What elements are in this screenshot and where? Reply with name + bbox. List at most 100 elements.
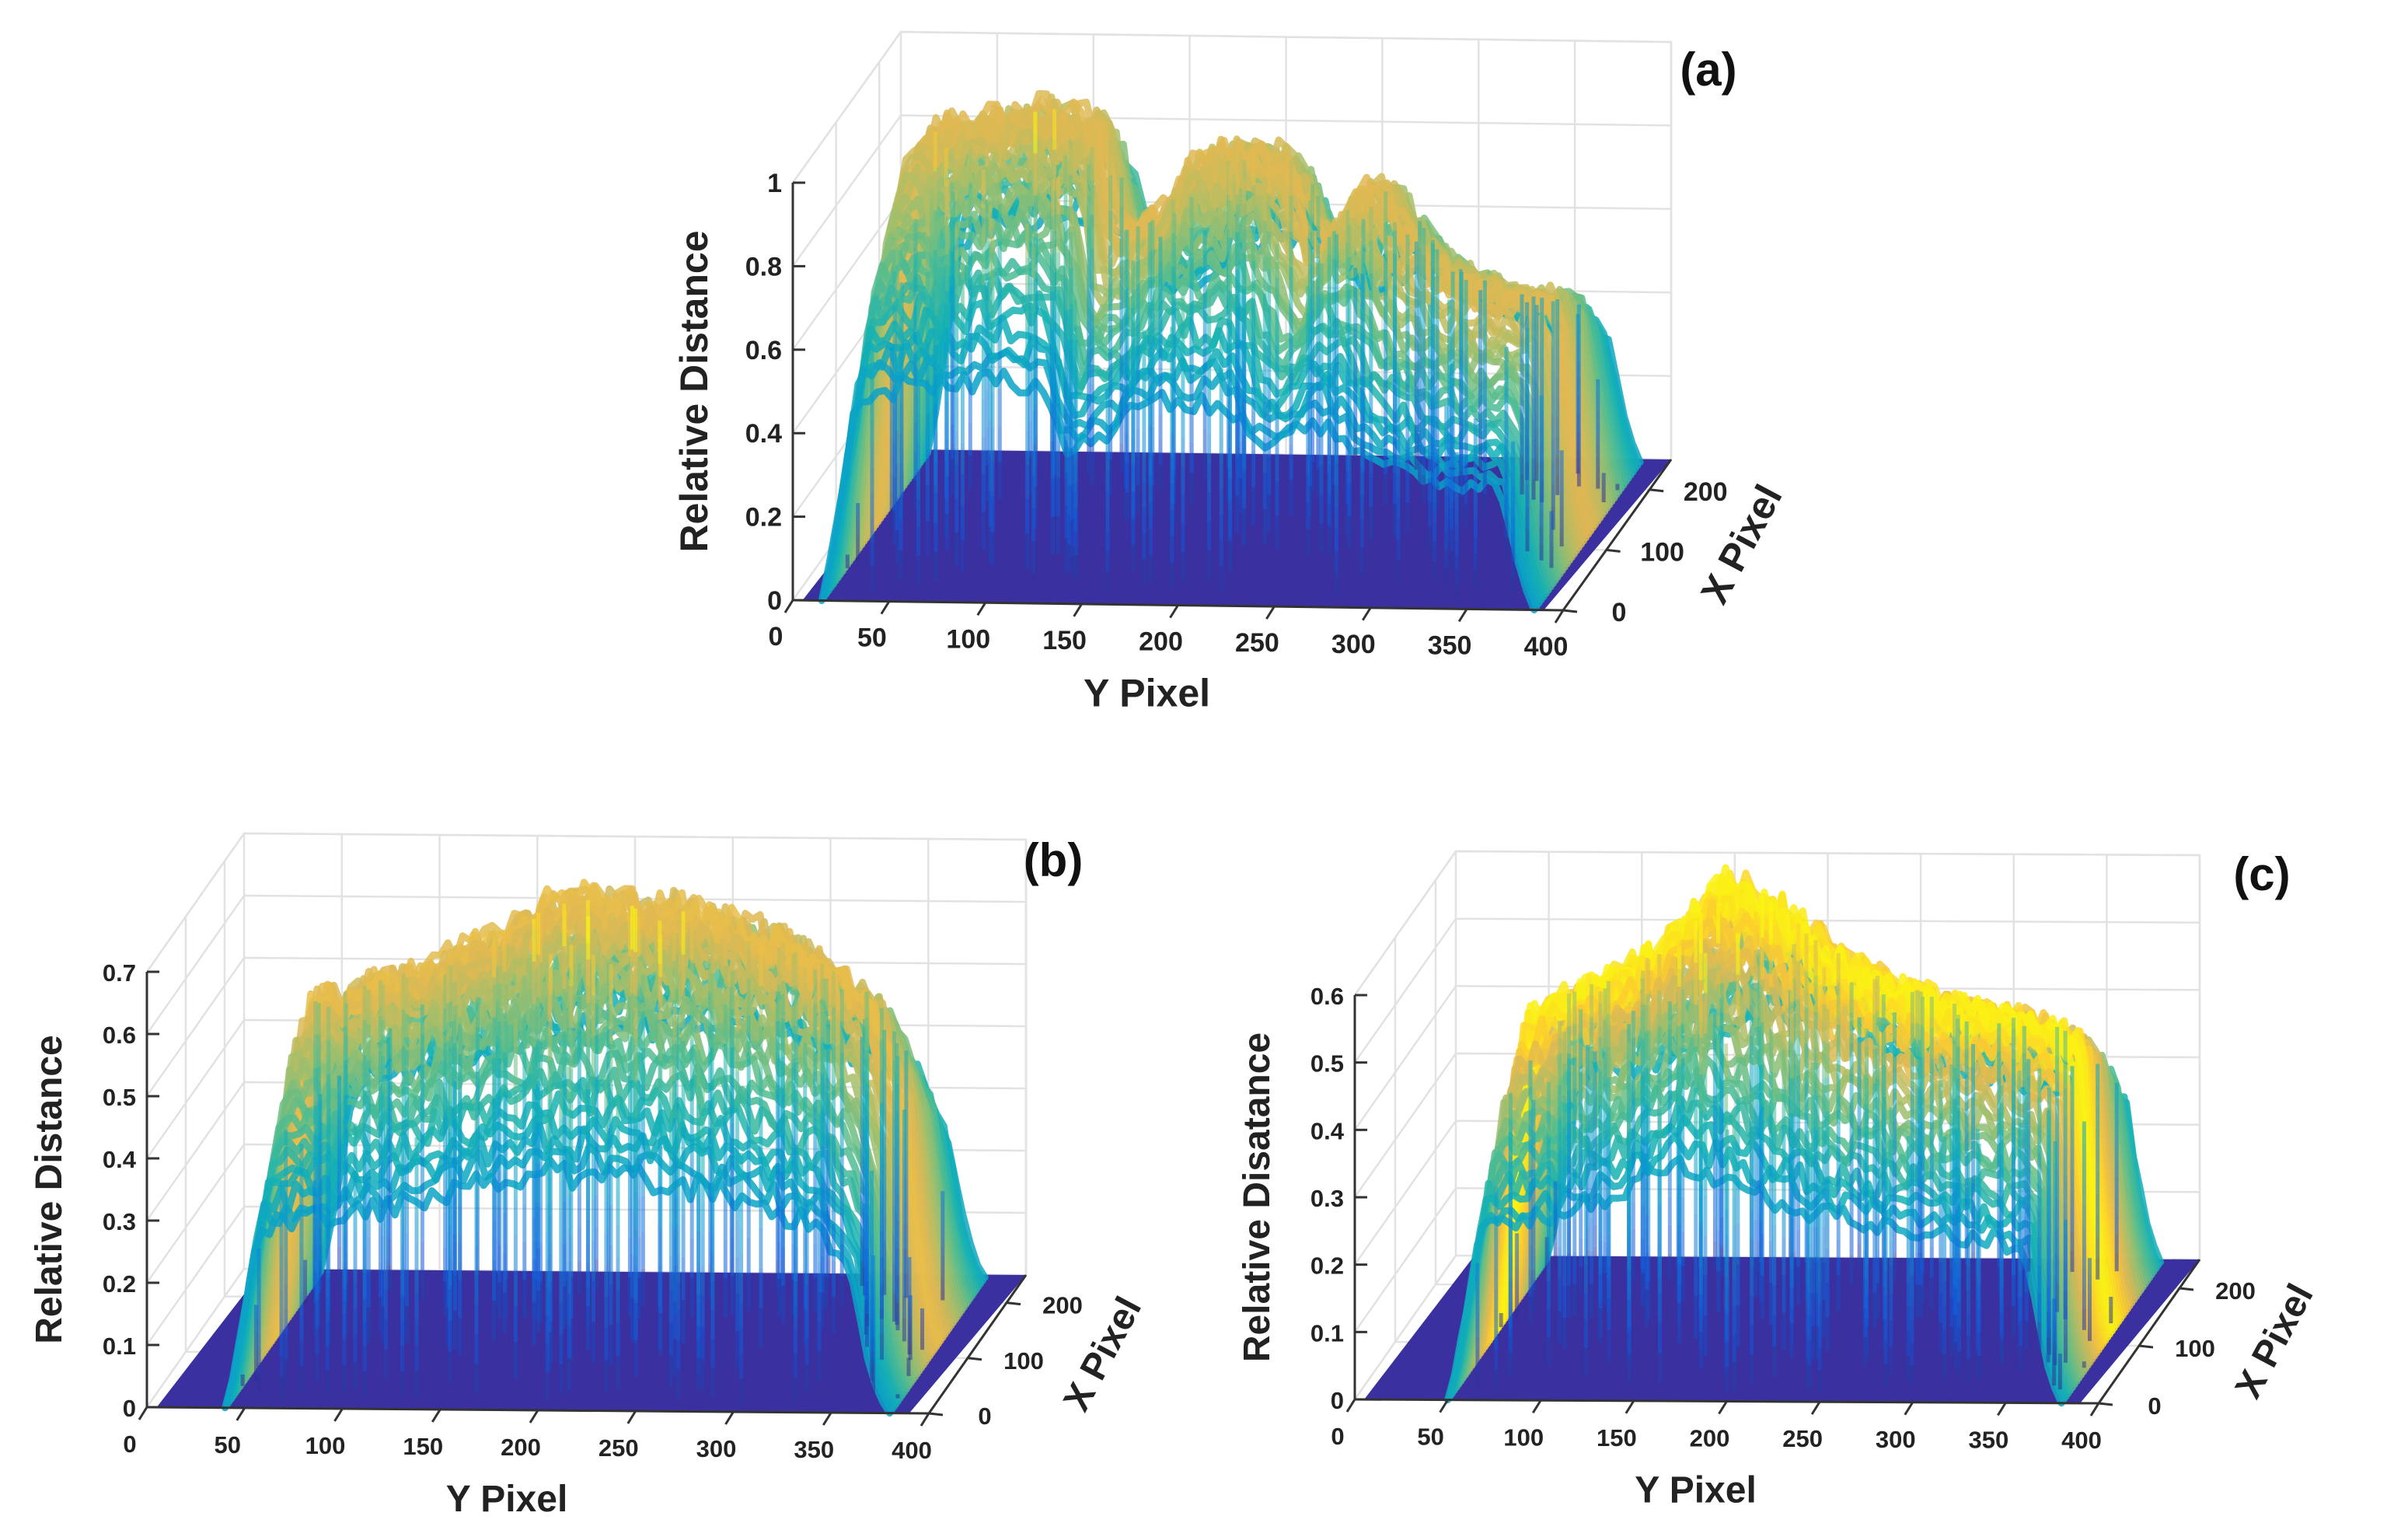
- y-pixel-axis-title: Y Pixel: [1084, 672, 1210, 715]
- y-pixel-tick: [1169, 604, 1179, 619]
- surface-a: [818, 89, 1644, 613]
- y-pixel-tick: [333, 1408, 344, 1422]
- y-pixel-tick-label: 150: [1042, 626, 1087, 655]
- y-pixel-tick: [236, 1407, 246, 1421]
- y-pixel-tick-label: 0: [1331, 1423, 1344, 1450]
- z-axis-title: Relative Distance: [672, 230, 716, 552]
- y-pixel-tick-label: 300: [1331, 630, 1376, 659]
- y-pixel-tick: [431, 1409, 441, 1423]
- y-pixel-tick-label: 150: [403, 1433, 443, 1460]
- surface-c: [1444, 864, 2165, 1407]
- y-pixel-tick-label: 200: [501, 1434, 541, 1461]
- y-pixel-tick-label: 250: [1782, 1425, 1823, 1452]
- z-tick-label: 0.2: [103, 1270, 136, 1298]
- y-pixel-tick: [880, 600, 891, 615]
- x-pixel-tick: [1562, 609, 1578, 613]
- y-pixel-axis-title: Y Pixel: [446, 1479, 568, 1520]
- surface-row: [886, 100, 1607, 519]
- y-pixel-tick: [1457, 608, 1468, 623]
- y-pixel-tick-label: 350: [794, 1436, 834, 1463]
- y-pixel-tick-label: 300: [1876, 1426, 1916, 1453]
- x-pixel-tick-label: 0: [2148, 1392, 2161, 1420]
- z-tick-label: 0.3: [1310, 1185, 1344, 1212]
- y-pixel-tick: [1904, 1401, 1914, 1416]
- y-pixel-tick: [1554, 610, 1565, 624]
- x-pixel-tick: [967, 1357, 982, 1361]
- panel-label-b: (b): [1024, 834, 1084, 886]
- z-tick-label: 0.7: [103, 959, 136, 987]
- y-pixel-tick-label: 400: [892, 1437, 932, 1464]
- panel-a-chart: 0 50 100 150 200 250 300 350 400010020000.20.40.…: [672, 30, 1791, 715]
- z-tick-label: 0.1: [103, 1333, 136, 1360]
- y-pixel-tick-label: 50: [215, 1431, 241, 1458]
- y-pixel-tick-label: 200: [1139, 627, 1183, 657]
- z-tick-label: 0.4: [1310, 1117, 1345, 1144]
- y-pixel-tick-label: 250: [1235, 628, 1279, 658]
- y-pixel-tick: [822, 1412, 832, 1426]
- y-pixel-tick: [529, 1409, 539, 1423]
- frame-edge: [791, 30, 1673, 459]
- y-pixel-tick-label: 150: [1597, 1424, 1637, 1451]
- x-pixel-tick: [1606, 548, 1621, 553]
- z-tick-label: 0: [123, 1395, 136, 1422]
- y-pixel-tick: [724, 1411, 735, 1425]
- y-pixel-tick-label: 100: [1503, 1423, 1544, 1451]
- panel-label-c: (c): [2233, 848, 2290, 900]
- z-tick-label: 0.4: [745, 419, 782, 449]
- y-pixel-tick: [1997, 1402, 2007, 1416]
- x-pixel-tick-label: 100: [2175, 1335, 2215, 1362]
- x-pixel-tick-label: 100: [1003, 1347, 1044, 1375]
- x-pixel-tick-label: 100: [1640, 537, 1684, 567]
- y-pixel-tick-label: 0: [123, 1430, 136, 1458]
- z-tick-label: 0.2: [745, 503, 782, 533]
- z-tick-label: 0.3: [103, 1208, 136, 1235]
- y-pixel-tick: [138, 1406, 148, 1420]
- y-pixel-tick: [783, 599, 794, 613]
- x-pixel-tick: [1006, 1301, 1021, 1306]
- y-pixel-axis-title: Y Pixel: [1635, 1470, 1757, 1511]
- y-pixel-tick: [1531, 1399, 1542, 1414]
- panel-b-chart: 0 50 100 150 200 250 300 350 400 0 100 200 0 0.1 0.2 0.…: [29, 832, 1150, 1520]
- y-pixel-tick: [1073, 603, 1083, 617]
- y-pixel-tick-label: 100: [946, 624, 990, 654]
- z-tick-label: 0.6: [103, 1022, 136, 1049]
- y-pixel-tick-label: 50: [1417, 1423, 1443, 1451]
- panel-c-chart: 0 50 100 150 200 250 300 350 400 0 100 200 0 0.1 0.2 0.…: [1237, 848, 2322, 1511]
- y-gridline: [1353, 851, 1457, 1400]
- x-pixel-tick: [928, 1412, 944, 1416]
- z-tick-label: 0.5: [1310, 1050, 1344, 1078]
- y-pixel-tick-label: 350: [1428, 631, 1472, 660]
- z-tick-label: 0.5: [103, 1084, 136, 1111]
- x-pixel-tick-label: 0: [978, 1403, 991, 1430]
- axes-a: 0 50 100 150 200 250 300 350 400010020000.20.40.…: [745, 169, 1728, 662]
- z-tick-label: 0.4: [103, 1146, 137, 1173]
- x-pixel-tick: [2138, 1344, 2154, 1349]
- axes-c: 0 50 100 150 200 250 300 350 400 0 100 200 0 0.1 0.2 0.…: [1310, 983, 2256, 1454]
- y-pixel-tick: [920, 1413, 930, 1427]
- y-pixel-tick-label: 300: [696, 1435, 737, 1462]
- x-pixel-tick-label: 200: [1042, 1292, 1083, 1319]
- y-pixel-tick: [1345, 1399, 1356, 1413]
- y-pixel-tick: [1439, 1399, 1449, 1413]
- y-pixel-tick: [1718, 1400, 1728, 1415]
- z-tick-label: 0: [1331, 1387, 1344, 1414]
- frame-edge: [145, 832, 1028, 1275]
- y-pixel-tick: [2089, 1403, 2100, 1416]
- y-pixel-tick-label: 0: [769, 622, 783, 651]
- z-tick-label: 0.1: [1310, 1319, 1344, 1347]
- y-pixel-tick: [626, 1410, 637, 1424]
- y-pixel-tick: [1361, 606, 1372, 621]
- axes-b: 0 50 100 150 200 250 300 350 400 0 100 200 0 0.1 0.2 0.…: [103, 959, 1083, 1464]
- x-pixel-axis: [1562, 459, 1673, 611]
- panel-label-a: (a): [1680, 44, 1736, 96]
- x-pixel-tick: [1649, 488, 1664, 493]
- y-pixel-tick-label: 100: [305, 1432, 346, 1459]
- y-pixel-tick-label: 200: [1690, 1425, 1730, 1452]
- x-pixel-tick-label: 200: [2215, 1277, 2256, 1305]
- x-pixel-tick-label: 200: [1684, 477, 1728, 507]
- y-pixel-tick: [1265, 606, 1276, 620]
- z-axis-title: Relative Disatance: [1237, 1032, 1278, 1362]
- y-pixel-tick-label: 400: [2061, 1427, 2102, 1454]
- y-pixel-tick-label: 350: [1969, 1426, 2009, 1453]
- surface-b: [222, 879, 989, 1417]
